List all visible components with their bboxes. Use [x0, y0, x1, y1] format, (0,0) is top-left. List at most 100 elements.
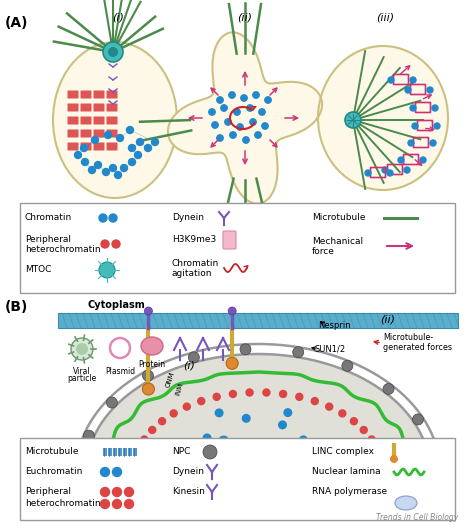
Circle shape — [112, 468, 121, 477]
Circle shape — [203, 434, 211, 442]
Circle shape — [388, 77, 394, 83]
Circle shape — [368, 436, 375, 443]
Circle shape — [112, 488, 121, 497]
Circle shape — [143, 370, 154, 381]
Text: Protein: Protein — [138, 360, 165, 369]
Circle shape — [427, 87, 433, 93]
Text: (ii): (ii) — [380, 314, 395, 324]
FancyBboxPatch shape — [107, 104, 118, 112]
Circle shape — [430, 140, 436, 146]
Circle shape — [125, 499, 134, 508]
Circle shape — [279, 421, 286, 428]
Circle shape — [131, 457, 138, 463]
Text: force: force — [312, 248, 335, 257]
Circle shape — [283, 440, 291, 448]
Circle shape — [250, 119, 256, 125]
Circle shape — [145, 144, 152, 151]
Circle shape — [231, 460, 238, 468]
FancyBboxPatch shape — [81, 116, 91, 124]
Ellipse shape — [318, 46, 448, 190]
Circle shape — [220, 436, 228, 444]
FancyBboxPatch shape — [107, 142, 118, 150]
Circle shape — [135, 446, 142, 453]
Text: Chromatin: Chromatin — [172, 259, 219, 268]
Circle shape — [282, 458, 289, 466]
Circle shape — [102, 169, 109, 176]
Circle shape — [99, 214, 107, 222]
Circle shape — [135, 151, 142, 159]
FancyBboxPatch shape — [67, 104, 79, 112]
Text: Dynein: Dynein — [172, 214, 204, 223]
Circle shape — [408, 140, 414, 146]
FancyBboxPatch shape — [81, 104, 91, 112]
Text: heterochromatin: heterochromatin — [25, 498, 100, 507]
Text: Microtubule: Microtubule — [312, 214, 365, 223]
Circle shape — [215, 409, 223, 417]
Text: Nuclear lamina: Nuclear lamina — [312, 468, 381, 477]
Circle shape — [100, 468, 109, 477]
FancyBboxPatch shape — [67, 130, 79, 138]
Circle shape — [311, 398, 318, 405]
Circle shape — [434, 123, 440, 129]
Circle shape — [151, 464, 159, 471]
Polygon shape — [86, 354, 430, 472]
Circle shape — [390, 455, 398, 463]
FancyBboxPatch shape — [93, 116, 104, 124]
Circle shape — [263, 389, 270, 396]
Circle shape — [107, 397, 118, 408]
FancyBboxPatch shape — [223, 231, 236, 249]
Circle shape — [242, 415, 250, 422]
Text: MTOC: MTOC — [25, 266, 51, 275]
Circle shape — [255, 132, 261, 138]
Circle shape — [296, 394, 303, 400]
Circle shape — [112, 499, 121, 508]
Text: Peripheral: Peripheral — [25, 488, 71, 497]
Text: Euchromatin: Euchromatin — [25, 468, 82, 477]
Circle shape — [378, 457, 384, 463]
Text: Peripheral: Peripheral — [25, 234, 71, 243]
Text: heterochromatin: heterochromatin — [25, 244, 100, 253]
Circle shape — [149, 426, 156, 433]
Circle shape — [345, 112, 361, 128]
Text: Cytoplasm: Cytoplasm — [88, 300, 146, 310]
Circle shape — [163, 458, 170, 465]
Circle shape — [230, 458, 237, 466]
Circle shape — [383, 384, 394, 395]
Circle shape — [157, 462, 165, 469]
Text: Mechanical: Mechanical — [312, 236, 363, 245]
FancyBboxPatch shape — [107, 116, 118, 124]
Circle shape — [209, 109, 215, 115]
Circle shape — [348, 457, 356, 464]
Circle shape — [241, 95, 247, 101]
Circle shape — [342, 360, 353, 371]
Circle shape — [420, 157, 426, 163]
Circle shape — [81, 144, 88, 151]
Text: Viral: Viral — [73, 367, 91, 376]
Circle shape — [142, 383, 155, 395]
Circle shape — [170, 410, 177, 417]
Circle shape — [71, 338, 93, 360]
Circle shape — [91, 136, 99, 143]
FancyBboxPatch shape — [93, 90, 104, 98]
Circle shape — [360, 426, 367, 433]
Circle shape — [412, 123, 418, 129]
Circle shape — [259, 109, 265, 115]
Circle shape — [141, 436, 148, 443]
Circle shape — [219, 436, 227, 444]
Circle shape — [109, 165, 117, 171]
Circle shape — [237, 124, 243, 130]
Circle shape — [264, 452, 271, 459]
Circle shape — [240, 344, 251, 355]
Circle shape — [387, 170, 393, 176]
Circle shape — [432, 105, 438, 111]
Text: LINC complex: LINC complex — [312, 448, 374, 457]
Circle shape — [217, 135, 223, 141]
Text: Trends in Cell Biology: Trends in Cell Biology — [376, 513, 458, 522]
Circle shape — [234, 109, 240, 115]
FancyBboxPatch shape — [67, 142, 79, 150]
Text: Nesprin: Nesprin — [318, 321, 351, 330]
Circle shape — [284, 409, 292, 416]
Circle shape — [246, 444, 254, 452]
Circle shape — [228, 307, 236, 315]
FancyBboxPatch shape — [133, 448, 137, 456]
